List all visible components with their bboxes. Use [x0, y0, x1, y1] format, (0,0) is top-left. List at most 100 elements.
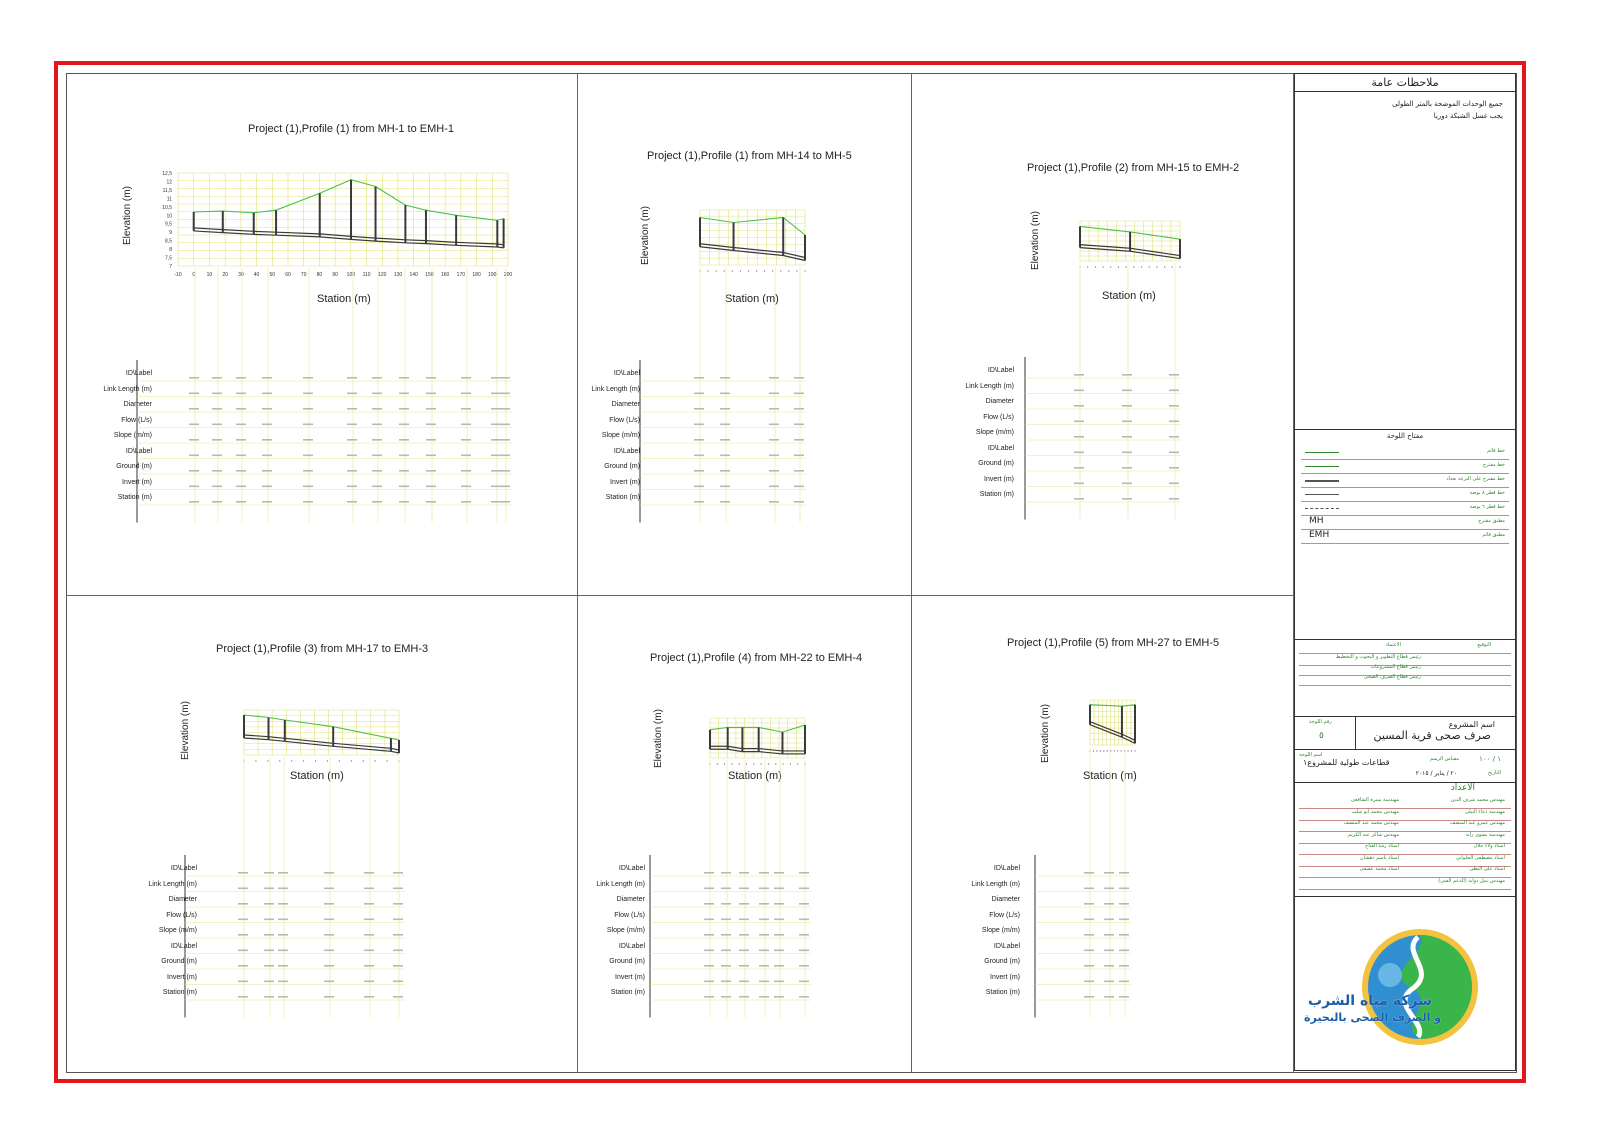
staff-name: مهندس شاكر عبد الكريم — [1347, 831, 1399, 838]
table-row-label: Flow (L/s) — [121, 416, 152, 424]
table-row-label: Flow (L/s) — [983, 413, 1014, 421]
notes-title: ملاحظات عامة — [1295, 74, 1515, 92]
table-row-label: ID\Label — [613, 447, 640, 455]
legend-text: خط مقترح — [1482, 462, 1505, 468]
table-row-label: Invert (m) — [167, 973, 197, 981]
company-name-line1: شركة مياه الشرب — [1308, 993, 1432, 1009]
profile-title-5: Project (1),Profile (4) from MH-22 to EM… — [650, 652, 863, 664]
legend-item: EMH مطبق قائم — [1301, 530, 1509, 544]
legend-text: خط قطر ٨ بوصة — [1469, 490, 1505, 496]
legend-text: مطبق مقترح — [1478, 518, 1505, 524]
table-row-label: Invert (m) — [122, 478, 152, 486]
project-section: اسم المشروع صرف صحى قرية المسين رقم اللو… — [1295, 716, 1515, 750]
legend-item: خط قطر ٦ بوصة — [1301, 502, 1509, 516]
staff-name: استاذ على البطى — [1469, 866, 1505, 872]
table-row-label: Flow (L/s) — [609, 416, 640, 424]
table-row-label: Station (m) — [610, 989, 645, 996]
legend-line-sample — [1305, 452, 1339, 453]
company-name-line2: و الصرف الصحى بالبحيرة — [1304, 1011, 1442, 1024]
scale-label: مقياس الرسم — [1429, 756, 1459, 762]
x-axis-label-4: Station (m) — [290, 770, 344, 782]
table-row-label: Flow (L/s) — [614, 911, 645, 919]
table-row-label: Ground (m) — [609, 958, 645, 965]
y-axis-label-3: Elevation (m) — [1030, 211, 1041, 270]
table-row-label: Station (m) — [605, 494, 640, 501]
profile-title-1: Project (1),Profile (1) from MH-1 to EMH… — [248, 123, 454, 135]
column-divider-3 — [1293, 73, 1294, 1073]
date-label: التاريخ — [1488, 770, 1501, 776]
staff-name: استاذ باسم دهشان — [1360, 854, 1399, 861]
staff-name: استاذ رشا الفتاح — [1365, 843, 1399, 849]
table-row-label: Link Length (m) — [596, 880, 645, 888]
legend-line-sample — [1305, 480, 1339, 482]
table-row-label: Ground (m) — [116, 463, 152, 470]
table-row-label: ID\Label — [987, 444, 1014, 452]
y-axis-label-6: Elevation (m) — [1040, 704, 1051, 763]
project-name: صرف صحى قرية المسين — [1373, 729, 1491, 742]
table-row-label: ID\Label — [170, 942, 197, 950]
table-row-label: ID\Label — [618, 865, 645, 872]
x-axis-label-3: Station (m) — [1102, 290, 1156, 302]
legend-line-sample — [1305, 494, 1339, 495]
staff-row: مهندس محمد شرف الدين مهندسة منيرة الشافعى — [1299, 797, 1511, 809]
table-row-label: Diameter — [611, 401, 640, 408]
staff-row: مهندس عمرو عبد المنصف مهندس محمد عبد المن… — [1299, 820, 1511, 832]
table-row-label: Slope (m/m) — [601, 432, 640, 439]
table-row-label: ID\Label — [993, 942, 1020, 950]
note-2: يجب غسل الشبكة دوريا — [1433, 112, 1503, 120]
approval-row: رئيس قطاع الصرف الصحى — [1299, 674, 1511, 686]
approval-row: رئيس قطاع التطوير و البحوث و التخطيط — [1299, 654, 1511, 666]
profile-title-4: Project (1),Profile (3) from MH-17 to EM… — [216, 643, 429, 655]
legend-line-sample — [1305, 466, 1339, 467]
sheet-section: ١ / ١٠٠ مقياس الرسم اسم اللوحة قطاعات طو… — [1295, 749, 1515, 783]
x-axis-label-6: Station (m) — [1083, 770, 1137, 782]
date: ٢٠ / يناير / ٢٠١٥ — [1415, 770, 1457, 777]
prepared-section: الاعداد مهندس محمد شرف الدين مهندسة منيرة… — [1295, 782, 1515, 890]
column-divider-1 — [577, 73, 578, 1073]
approval-title: رئيس قطاع الصرف الصحى — [1363, 674, 1421, 680]
table-row-label: Link Length (m) — [148, 880, 197, 888]
staff-name: مهندس محمد ابو شلب — [1351, 808, 1399, 815]
row-divider — [66, 595, 1294, 596]
staff-row: مهندس نبيل دوابة (الدعم الفنى) — [1299, 878, 1511, 890]
table-row-label: Invert (m) — [984, 475, 1014, 483]
legend-code: MH — [1309, 516, 1324, 526]
table-row-label: Invert (m) — [610, 478, 640, 486]
legend-item: MH مطبق مقترح — [1301, 516, 1509, 530]
prepared-label: الاعداد — [1450, 783, 1475, 793]
legend-item: خط قائم — [1301, 446, 1509, 460]
staff-name: مهندسة دعاء البيلى — [1464, 808, 1505, 815]
staff-name: مهندسة منيرة الشافعى — [1350, 797, 1399, 803]
y-axis-label-1: Elevation (m) — [122, 186, 133, 245]
approval-title: رئيس قطاع التطوير و البحوث و التخطيط — [1335, 654, 1421, 660]
title-block: ملاحظات عامة جميع الوحدات الموضحة بالمتر… — [1294, 73, 1516, 1071]
table-row-label: Diameter — [616, 896, 645, 903]
staff-name: مهندس محمد عبد المنصف — [1343, 820, 1399, 826]
approvals-section: التوقيع الاعتماد رئيس قطاع التطوير و الب… — [1295, 639, 1515, 686]
table-row-label: ID\Label — [618, 942, 645, 950]
staff-row: استاذ على البطى استاذ محمد عقيقى — [1299, 866, 1511, 878]
legend-text: خط قائم — [1486, 448, 1505, 454]
sheet-frame — [54, 61, 1526, 1083]
table-row-label: Link Length (m) — [965, 382, 1014, 390]
table-row-label: Link Length (m) — [971, 880, 1020, 888]
x-axis-label-1: Station (m) — [317, 293, 371, 305]
legend-section: مفتاح اللوحة خط قائم خط مقترح خط مقترح على… — [1295, 429, 1515, 600]
logo-droplet — [1378, 963, 1402, 987]
approvals-header: التوقيع الاعتماد — [1299, 642, 1511, 654]
y-axis-label-2: Elevation (m) — [640, 206, 651, 265]
approval-row: رئيس قطاع المشروعات — [1299, 664, 1511, 676]
table-row-label: Invert (m) — [990, 973, 1020, 981]
x-axis-label-5: Station (m) — [728, 770, 782, 782]
company-logo: شركة مياه الشرب و الصرف الصحى بالبحيرة — [1300, 923, 1510, 1063]
project-label: اسم المشروع — [1448, 720, 1495, 729]
x-axis-label-2: Station (m) — [725, 293, 779, 305]
legend-code: EMH — [1309, 530, 1330, 540]
table-row-label: Diameter — [123, 401, 152, 408]
legend-item: خط مقترح على الترعة بعداد — [1301, 474, 1509, 488]
table-row-label: Station (m) — [979, 491, 1014, 498]
table-row-label: ID\Label — [993, 865, 1020, 872]
table-row-label: Ground (m) — [978, 460, 1014, 467]
sheet-name-label: اسم اللوحة — [1299, 752, 1323, 758]
sheet-no-label: رقم اللوحة — [1309, 719, 1332, 725]
